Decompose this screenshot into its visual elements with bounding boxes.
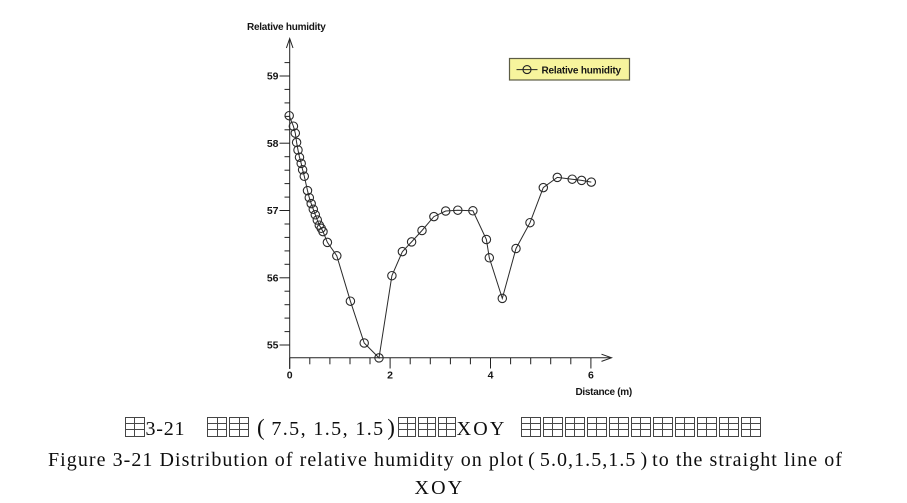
svg-text:0: 0 [287, 369, 293, 381]
svg-text:58: 58 [267, 138, 279, 150]
svg-text:55: 55 [267, 340, 279, 352]
svg-text:Distance (m): Distance (m) [576, 387, 632, 398]
svg-text:56: 56 [267, 272, 279, 284]
svg-text:59: 59 [267, 71, 279, 83]
svg-text:2: 2 [387, 369, 393, 381]
svg-text:Relative humidity: Relative humidity [542, 65, 622, 76]
svg-text:4: 4 [488, 369, 494, 381]
svg-text:57: 57 [267, 205, 279, 217]
svg-text:Relative humidity: Relative humidity [247, 22, 326, 33]
svg-text:6: 6 [588, 369, 594, 381]
